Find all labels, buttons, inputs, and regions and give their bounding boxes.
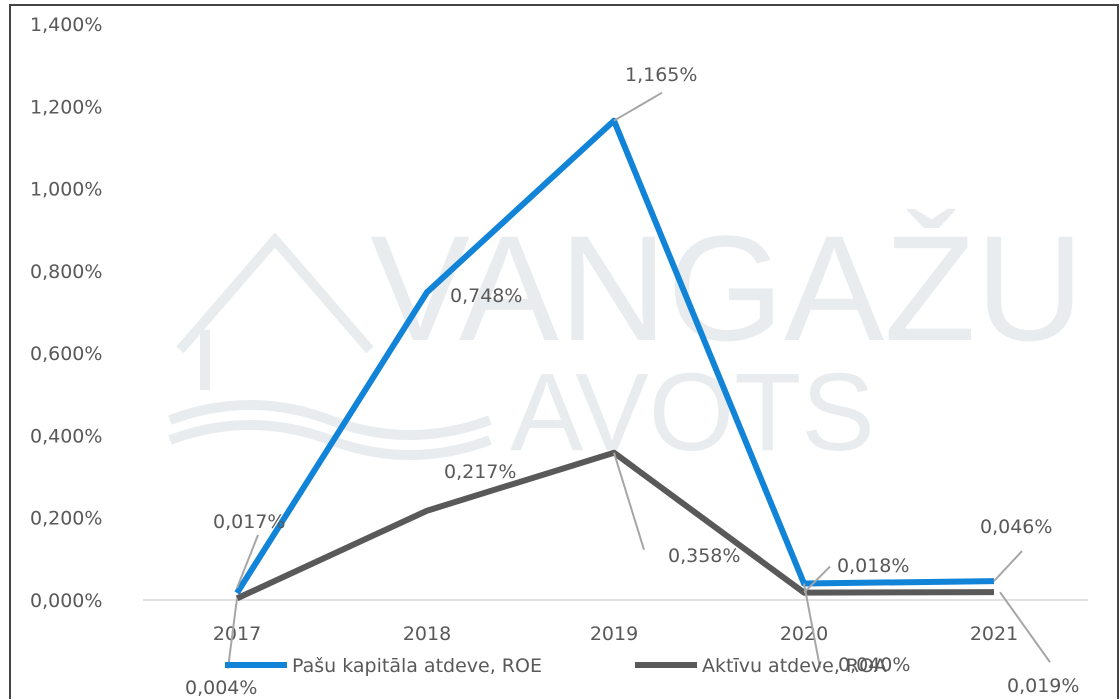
leader-line: [236, 534, 259, 589]
x-tick-label: 2018: [403, 623, 451, 645]
data-label: 0,217%: [444, 461, 516, 483]
watermark: AVOTS: [510, 351, 875, 474]
x-tick-label: 2021: [970, 623, 1018, 645]
y-tick-label: 0,000%: [30, 590, 102, 612]
x-tick-label: 2019: [590, 623, 638, 645]
x-tick-label: 2017: [213, 623, 261, 645]
y-tick-label: 0,600%: [30, 343, 102, 365]
leader-line: [999, 591, 1051, 663]
y-tick-label: 1,200%: [30, 96, 102, 118]
y-tick-label: 0,400%: [30, 425, 102, 447]
y-tick-label: 0,800%: [30, 261, 102, 283]
data-label: 0,046%: [980, 516, 1052, 538]
leader-line: [227, 598, 238, 669]
data-label: 0,358%: [668, 545, 740, 567]
leader-line: [803, 583, 821, 668]
y-tick-label: 1,000%: [30, 179, 102, 201]
data-label: 0,748%: [450, 285, 522, 307]
data-label: 0,040%: [838, 654, 910, 676]
legend-label: Pašu kapitāla atdeve, ROE: [292, 655, 542, 677]
y-tick-label: 0,200%: [30, 508, 102, 530]
data-label: 0,019%: [1007, 675, 1079, 697]
watermark-logo: [168, 232, 492, 460]
leader-line: [993, 550, 1023, 582]
data-label: 1,165%: [625, 64, 697, 86]
data-label: 0,004%: [185, 677, 257, 699]
legend-label: Aktīvu atdeve, ROA: [702, 655, 887, 677]
x-tick-label: 2020: [780, 623, 828, 645]
data-label: 0,017%: [213, 511, 285, 533]
leader-line: [803, 565, 831, 594]
leader-line: [613, 452, 645, 551]
data-label: 0,018%: [837, 555, 909, 577]
leader-line: [613, 91, 663, 122]
y-tick-label: 1,400%: [30, 14, 102, 36]
